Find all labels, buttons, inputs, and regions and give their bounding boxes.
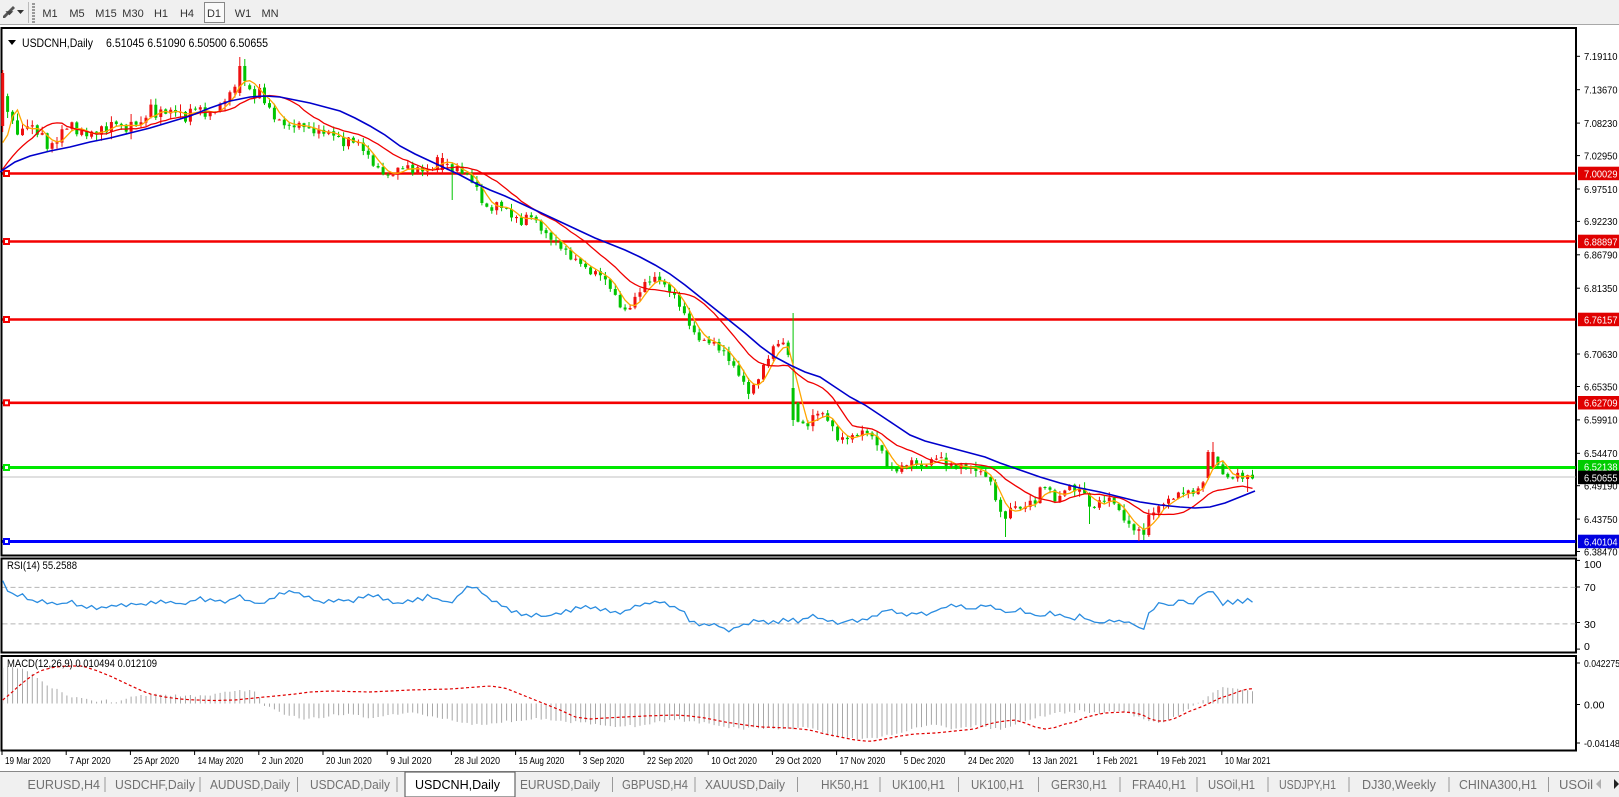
svg-text:-0.04148: -0.04148 <box>1584 738 1619 750</box>
svg-text:M15: M15 <box>95 8 116 20</box>
svg-text:USDCHF,Daily: USDCHF,Daily <box>115 778 196 792</box>
svg-text:9 Jul 2020: 9 Jul 2020 <box>390 755 432 767</box>
svg-text:7.02950: 7.02950 <box>1584 150 1618 162</box>
svg-text:CHINA300,H1: CHINA300,H1 <box>1459 778 1537 792</box>
svg-text:6.97510: 6.97510 <box>1584 184 1618 196</box>
svg-text:10 Oct 2020: 10 Oct 2020 <box>711 755 757 767</box>
svg-text:FRA40,H1: FRA40,H1 <box>1132 778 1186 792</box>
svg-text:7.13670: 7.13670 <box>1584 85 1618 97</box>
svg-text:UK100,H1: UK100,H1 <box>892 778 945 792</box>
svg-text:14 May 2020: 14 May 2020 <box>198 755 244 767</box>
svg-text:7.08230: 7.08230 <box>1584 118 1618 130</box>
svg-text:MACD(12,26,9) 0.010494 0.01210: MACD(12,26,9) 0.010494 0.012109 <box>7 658 157 670</box>
svg-text:RSI(14) 55.2588: RSI(14) 55.2588 <box>7 560 77 572</box>
svg-text:6.88897: 6.88897 <box>1584 236 1618 248</box>
svg-text:MN: MN <box>261 8 278 20</box>
svg-text:6.40104: 6.40104 <box>1584 536 1618 548</box>
svg-text:7 Apr 2020: 7 Apr 2020 <box>69 755 111 767</box>
svg-text:0: 0 <box>1584 641 1590 653</box>
svg-text:13 Jan 2021: 13 Jan 2021 <box>1032 755 1078 767</box>
svg-text:EURUSD,H4: EURUSD,H4 <box>28 778 101 792</box>
svg-text:17 Nov 2020: 17 Nov 2020 <box>840 755 886 767</box>
svg-text:29 Oct 2020: 29 Oct 2020 <box>775 755 821 767</box>
svg-text:6.59910: 6.59910 <box>1584 415 1618 427</box>
svg-text:USDCNH,Daily: USDCNH,Daily <box>415 778 501 792</box>
svg-text:19 Feb 2021: 19 Feb 2021 <box>1161 755 1207 767</box>
svg-text:25 Apr 2020: 25 Apr 2020 <box>133 755 179 767</box>
svg-text:6.43750: 6.43750 <box>1584 514 1618 526</box>
svg-text:XAUUSD,Daily: XAUUSD,Daily <box>705 778 786 792</box>
svg-text:GER30,H1: GER30,H1 <box>1051 778 1107 792</box>
svg-text:6.65350: 6.65350 <box>1584 381 1618 393</box>
svg-text:H1: H1 <box>154 8 168 20</box>
svg-text:6.92230: 6.92230 <box>1584 216 1618 228</box>
svg-text:2 Jun 2020: 2 Jun 2020 <box>262 755 304 767</box>
svg-text:USOil: USOil <box>1559 778 1593 792</box>
svg-text:M1: M1 <box>42 8 57 20</box>
svg-text:1 Feb 2021: 1 Feb 2021 <box>1096 755 1138 767</box>
svg-text:15 Aug 2020: 15 Aug 2020 <box>519 755 565 767</box>
svg-text:6.52138: 6.52138 <box>1584 462 1618 474</box>
svg-text:6.51045 6.51090 6.50500 6.5065: 6.51045 6.51090 6.50500 6.50655 <box>106 36 268 50</box>
svg-text:W1: W1 <box>235 8 252 20</box>
svg-text:7.19110: 7.19110 <box>1584 51 1618 63</box>
svg-text:7.00029: 7.00029 <box>1584 168 1618 180</box>
svg-text:6.62709: 6.62709 <box>1584 398 1618 410</box>
svg-text:EURUSD,Daily: EURUSD,Daily <box>520 778 601 792</box>
svg-text:DJ30,Weekly: DJ30,Weekly <box>1362 778 1437 792</box>
svg-text:USOil,H1: USOil,H1 <box>1208 778 1255 792</box>
svg-text:3 Sep 2020: 3 Sep 2020 <box>583 755 625 767</box>
svg-text:24 Dec 2020: 24 Dec 2020 <box>968 755 1014 767</box>
svg-text:6.76157: 6.76157 <box>1584 314 1618 326</box>
svg-text:22 Sep 2020: 22 Sep 2020 <box>647 755 693 767</box>
svg-text:USDCNH,Daily: USDCNH,Daily <box>22 36 93 50</box>
svg-text:6.86790: 6.86790 <box>1584 250 1618 262</box>
svg-text:20 Jun 2020: 20 Jun 2020 <box>326 755 372 767</box>
svg-text:USDJPY,H1: USDJPY,H1 <box>1279 778 1336 792</box>
svg-text:70: 70 <box>1584 582 1596 594</box>
svg-text:10 Mar 2021: 10 Mar 2021 <box>1225 755 1271 767</box>
svg-text:100: 100 <box>1584 559 1602 571</box>
svg-text:28 Jul 2020: 28 Jul 2020 <box>454 755 500 767</box>
svg-text:0.00: 0.00 <box>1584 699 1605 711</box>
svg-text:6.70630: 6.70630 <box>1584 349 1618 361</box>
svg-text:M5: M5 <box>69 8 84 20</box>
svg-text:HK50,H1: HK50,H1 <box>821 778 869 792</box>
svg-text:6.54470: 6.54470 <box>1584 448 1618 460</box>
svg-text:H4: H4 <box>180 8 194 20</box>
svg-text:19 Mar 2020: 19 Mar 2020 <box>5 755 51 767</box>
svg-text:AUDUSD,Daily: AUDUSD,Daily <box>210 778 291 792</box>
svg-text:GBPUSD,H4: GBPUSD,H4 <box>622 778 688 792</box>
svg-text:USDCAD,Daily: USDCAD,Daily <box>310 778 391 792</box>
svg-text:6.50655: 6.50655 <box>1584 472 1618 484</box>
svg-text:0.042275: 0.042275 <box>1584 658 1619 670</box>
svg-text:UK100,H1: UK100,H1 <box>971 778 1024 792</box>
svg-text:M30: M30 <box>122 8 143 20</box>
svg-text:6.81350: 6.81350 <box>1584 283 1618 295</box>
svg-text:D1: D1 <box>207 8 221 20</box>
svg-text:5 Dec 2020: 5 Dec 2020 <box>904 755 946 767</box>
svg-text:6.38470: 6.38470 <box>1584 546 1618 558</box>
svg-text:30: 30 <box>1584 619 1596 631</box>
